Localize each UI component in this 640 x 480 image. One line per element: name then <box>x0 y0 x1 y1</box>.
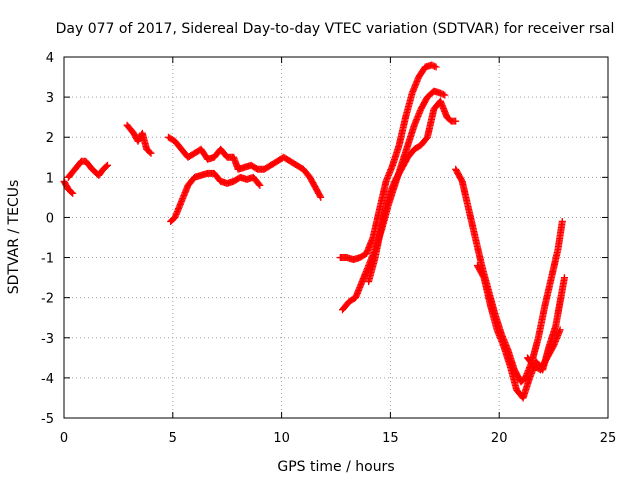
chart-title: Day 077 of 2017, Sidereal Day-to-day VTE… <box>56 21 615 37</box>
x-tick-label: 15 <box>382 431 399 446</box>
data-point <box>69 189 77 197</box>
data-point <box>256 181 264 189</box>
data-point <box>560 274 568 282</box>
y-tick-label: -1 <box>41 252 54 267</box>
data-point <box>432 63 440 71</box>
y-tick-label: -4 <box>41 372 54 387</box>
x-axis-label: GPS time / hours <box>277 459 394 475</box>
y-tick-label: -2 <box>41 292 54 307</box>
y-tick-label: 2 <box>46 131 54 146</box>
x-tick-label: 5 <box>169 431 177 446</box>
y-tick-label: 4 <box>46 51 54 66</box>
y-tick-label: -3 <box>41 332 54 347</box>
x-tick-label: 0 <box>60 431 68 446</box>
y-tick-label: 3 <box>46 91 54 106</box>
y-tick-label: -5 <box>41 412 54 427</box>
data-points <box>60 61 568 402</box>
data-point <box>147 149 155 157</box>
data-point <box>102 162 110 170</box>
data-point <box>146 148 154 156</box>
y-tick-label: 1 <box>46 171 54 186</box>
y-axis-label: SDTVAR / TECUs <box>6 180 22 295</box>
data-point <box>255 180 263 188</box>
data-point <box>558 217 566 225</box>
data-point <box>441 91 449 99</box>
data-point <box>316 192 324 200</box>
data-point <box>431 62 439 70</box>
data-point <box>452 117 460 125</box>
data-point <box>104 161 112 169</box>
data-point <box>68 188 76 196</box>
data-point <box>317 193 325 201</box>
y-tick-label: 0 <box>46 211 54 226</box>
plot-frame <box>63 56 609 419</box>
x-tick-label: 10 <box>273 431 290 446</box>
x-tick-label: 20 <box>491 431 508 446</box>
data-point <box>439 90 447 98</box>
gridlines <box>64 57 608 418</box>
data-point <box>556 326 564 334</box>
x-tick-label: 25 <box>600 431 617 446</box>
